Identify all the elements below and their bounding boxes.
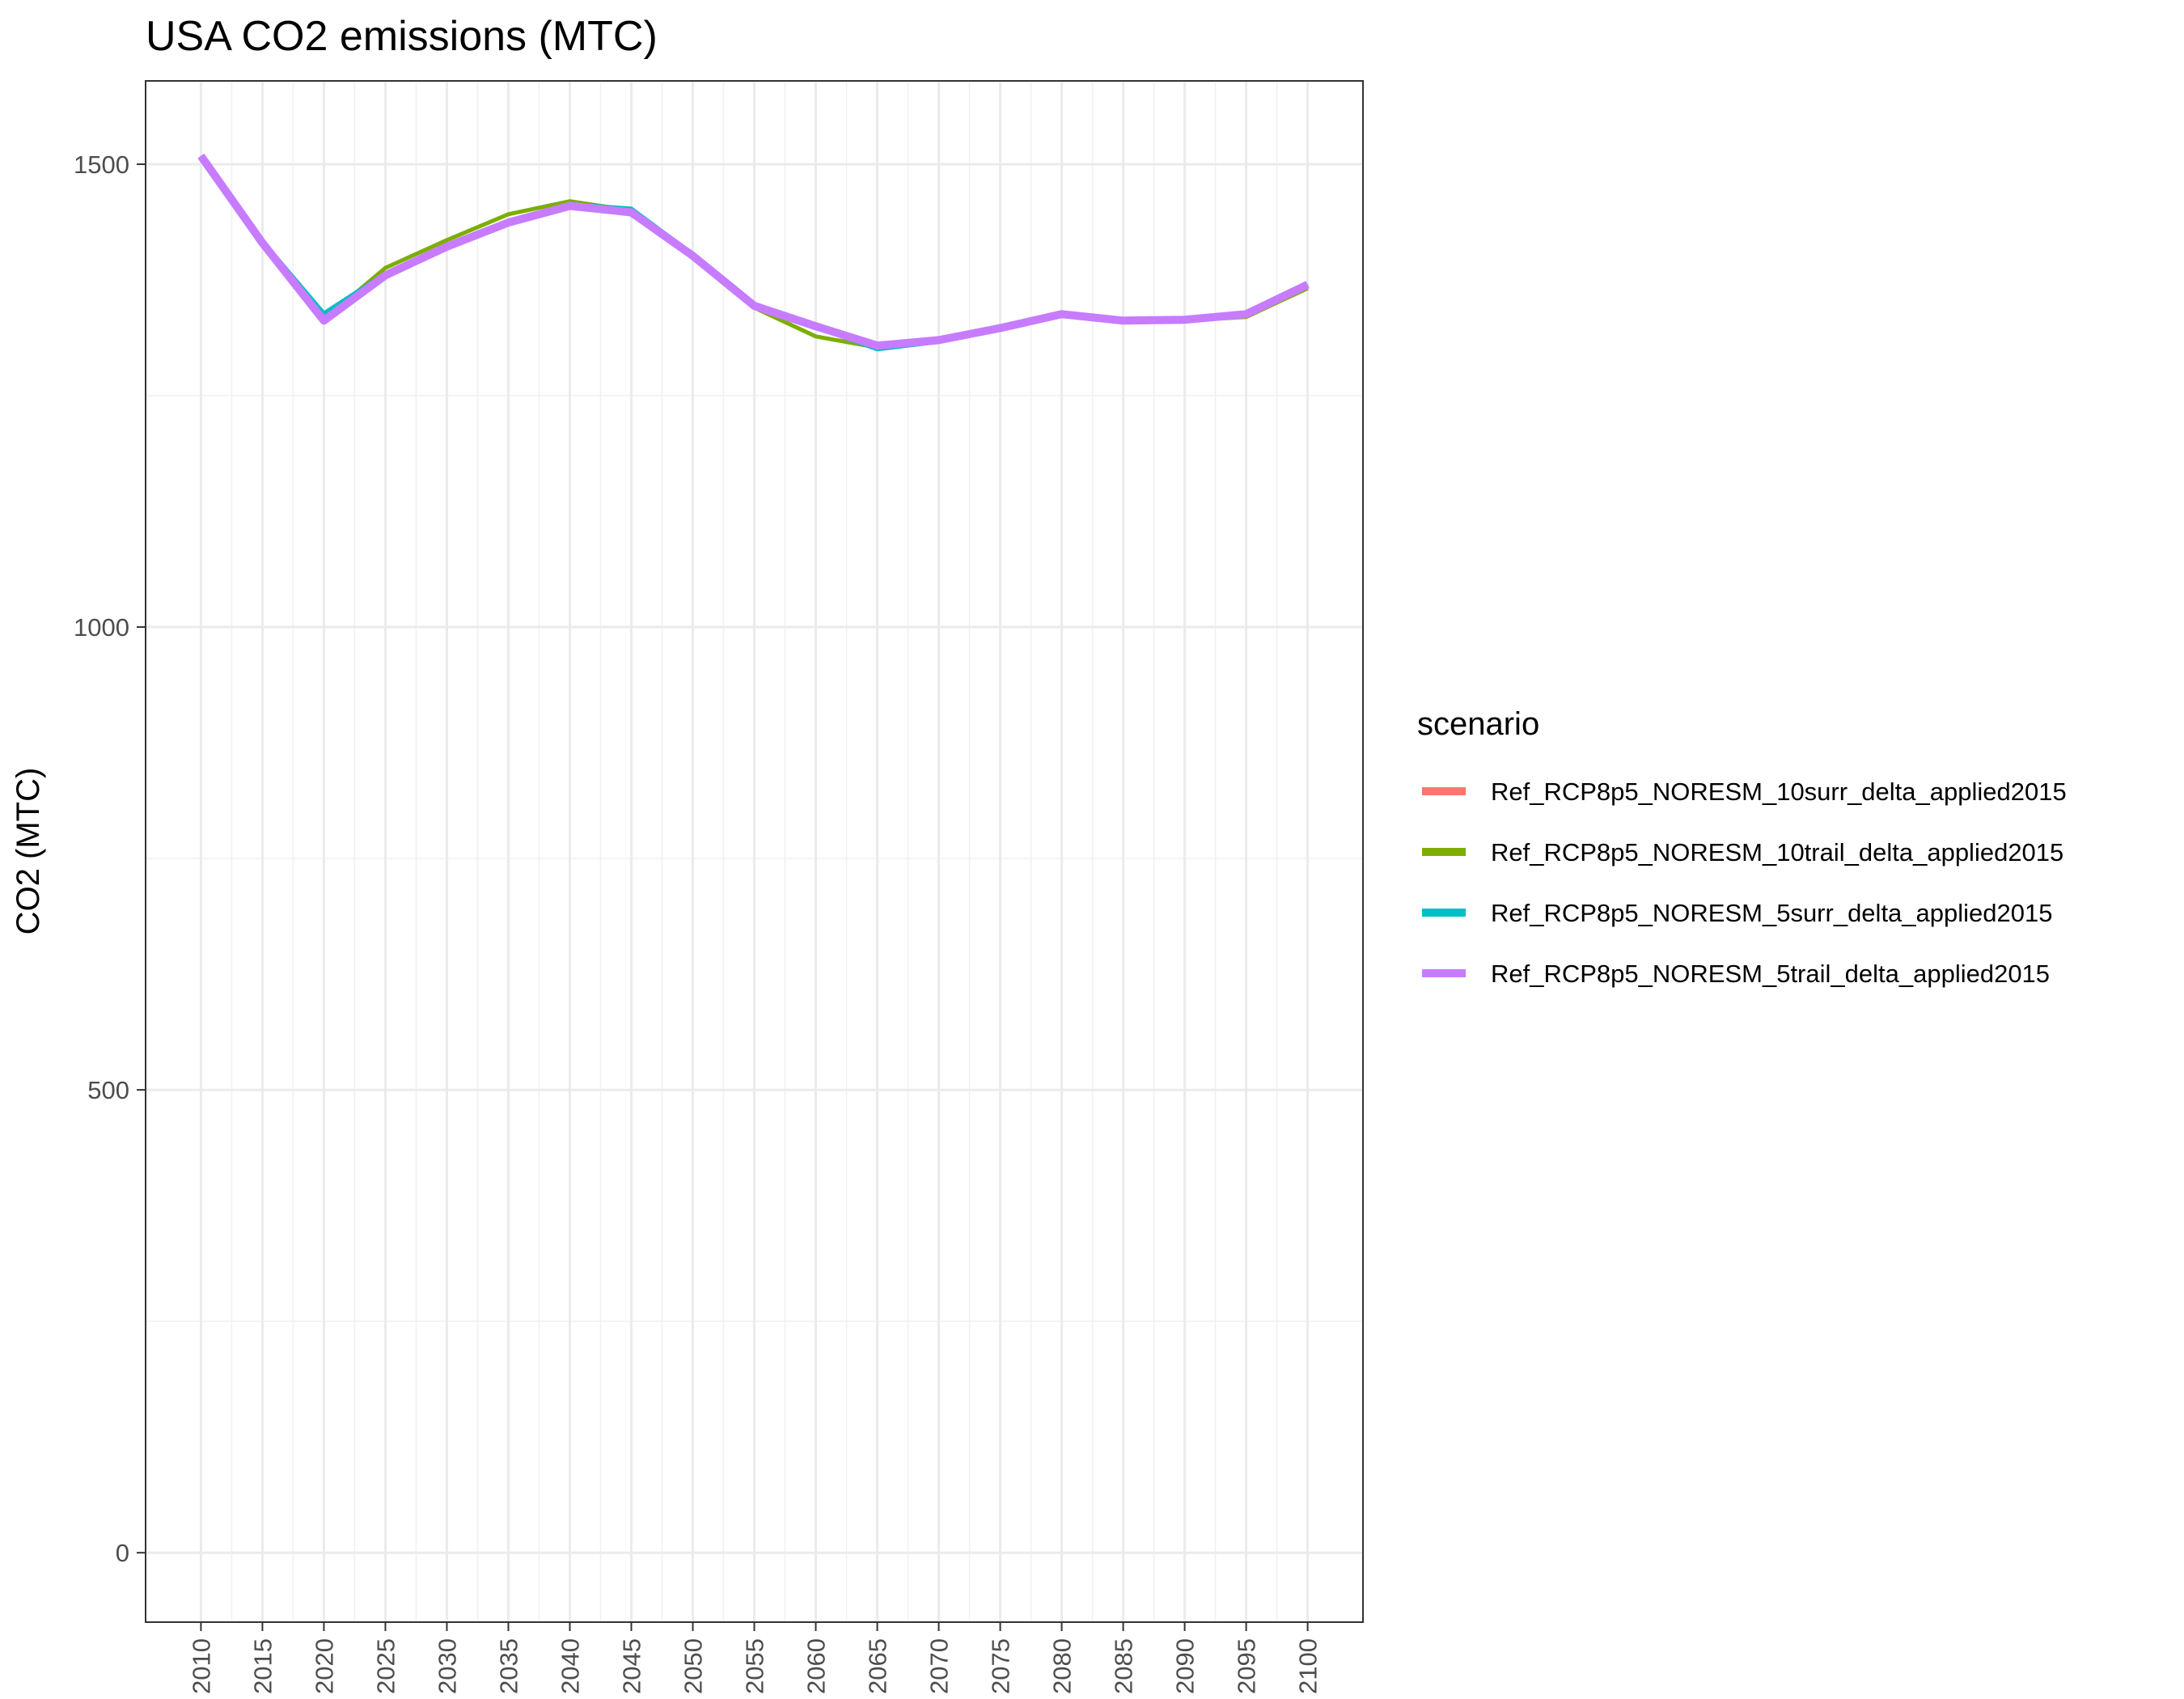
legend-label: Ref_RCP8p5_NORESM_10trail_delta_applied2… xyxy=(1491,838,2063,866)
y-tick-label: 500 xyxy=(87,1076,129,1104)
x-tick-label: 2055 xyxy=(741,1638,769,1694)
x-tick-label: 2100 xyxy=(1294,1638,1323,1694)
chart-title: USA CO2 emissions (MTC) xyxy=(146,13,658,60)
x-tick-label: 2030 xyxy=(433,1638,461,1694)
x-tick-label: 2010 xyxy=(187,1638,215,1694)
x-tick-label: 2050 xyxy=(679,1638,707,1694)
x-tick-label: 2070 xyxy=(925,1638,954,1694)
x-tick-label: 2095 xyxy=(1233,1638,1261,1694)
legend-label: Ref_RCP8p5_NORESM_5surr_delta_applied201… xyxy=(1491,899,2052,927)
x-tick-label: 2025 xyxy=(371,1638,400,1694)
series-line-4 xyxy=(197,153,1310,350)
x-tick-label: 2045 xyxy=(617,1638,645,1694)
y-axis: 0 500 1000 1500 xyxy=(74,150,146,1567)
x-tick-label: 2035 xyxy=(494,1638,523,1694)
legend: scenario Ref_RCP8p5_NORESM_10surr_delta_… xyxy=(1417,706,2067,988)
y-tick-label: 0 xyxy=(116,1539,129,1567)
x-tick-label: 2085 xyxy=(1110,1638,1138,1694)
legend-label: Ref_RCP8p5_NORESM_10surr_delta_applied20… xyxy=(1491,777,2067,806)
x-tick-label: 2075 xyxy=(987,1638,1015,1694)
y-axis-title: CO2 (MTC) xyxy=(11,768,46,935)
x-tick-label: 2065 xyxy=(864,1638,892,1694)
y-tick-label: 1000 xyxy=(74,613,129,642)
x-tick-label: 2090 xyxy=(1171,1638,1200,1694)
y-tick-label: 1500 xyxy=(74,150,129,179)
legend-title: scenario xyxy=(1417,706,1539,742)
series-lines xyxy=(197,153,1310,352)
x-tick-label: 2040 xyxy=(556,1638,584,1694)
x-tick-label: 2080 xyxy=(1048,1638,1077,1694)
x-tick-label: 2015 xyxy=(248,1638,277,1694)
x-tick-label: 2060 xyxy=(802,1638,831,1694)
x-axis: 2010 2015 2020 2025 2030 2035 2040 2045 2050 2055… xyxy=(187,1622,1323,1694)
grid-major xyxy=(146,81,1363,1622)
x-tick-label: 2020 xyxy=(310,1638,338,1694)
legend-label: Ref_RCP8p5_NORESM_5trail_delta_applied20… xyxy=(1491,960,2050,988)
